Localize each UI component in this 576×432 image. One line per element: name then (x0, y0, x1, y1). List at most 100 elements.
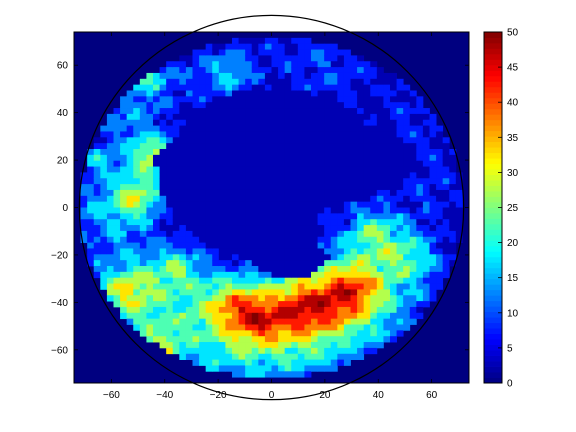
heatmap-cell (357, 119, 365, 126)
heatmap-cell (258, 248, 266, 255)
heatmap-cell (120, 225, 128, 232)
heatmap-cell (218, 260, 226, 267)
heatmap-cell (324, 207, 332, 214)
heatmap-cell (311, 289, 318, 296)
heatmap-cell (436, 201, 444, 208)
heatmap-cell (205, 119, 213, 126)
heatmap-cell (113, 108, 121, 115)
heatmap-cell (139, 160, 147, 167)
heatmap-cell (133, 172, 141, 179)
heatmap-cell (343, 137, 351, 144)
heatmap-cell (238, 295, 246, 302)
heatmap-cell (258, 43, 266, 50)
heatmap-cell (284, 201, 292, 208)
heatmap-cell (317, 271, 325, 279)
heatmap-cell (383, 137, 391, 144)
heatmap-cell (192, 324, 200, 331)
heatmap-cell (429, 207, 437, 214)
heatmap-cell (436, 236, 444, 243)
heatmap-cell (284, 55, 292, 62)
heatmap-cell (120, 254, 128, 261)
heatmap-cell (179, 178, 187, 185)
heatmap-cell (146, 301, 154, 308)
heatmap-cell (304, 277, 312, 284)
heatmap-cell (113, 242, 121, 249)
heatmap-cell (139, 125, 147, 132)
heatmap-cell (146, 260, 154, 267)
heatmap-cell (87, 230, 95, 238)
heatmap-cell (218, 61, 226, 68)
heatmap-cell (218, 207, 226, 214)
heatmap-cell (166, 207, 174, 214)
heatmap-cell (337, 248, 345, 255)
heatmap-cell (126, 271, 134, 279)
heatmap-cell (179, 342, 187, 349)
heatmap-cell (100, 143, 108, 150)
heatmap-cell (133, 102, 141, 109)
heatmap-cell (337, 195, 345, 203)
heatmap-cell (311, 108, 318, 115)
heatmap-cell (383, 160, 391, 167)
heatmap-cell (311, 90, 318, 97)
heatmap-cell (251, 90, 259, 97)
heatmap-cell (449, 154, 457, 162)
heatmap-cell (153, 131, 160, 138)
heatmap-cell (304, 61, 312, 68)
heatmap-cell (251, 78, 259, 86)
heatmap-cell (199, 143, 207, 150)
heatmap-cell (416, 102, 424, 109)
heatmap-cell (139, 131, 147, 138)
heatmap-cell (87, 260, 95, 267)
heatmap-cell (284, 271, 292, 279)
heatmap-cell (436, 172, 444, 179)
heatmap-cell (205, 318, 213, 325)
heatmap-cell (172, 207, 180, 214)
heatmap-cell (396, 295, 404, 302)
heatmap-cell (278, 67, 286, 74)
heatmap-cell (245, 347, 253, 355)
heatmap-cell (350, 78, 358, 86)
heatmap-cell (311, 271, 318, 279)
heatmap-cell (291, 178, 299, 185)
heatmap-cell (245, 225, 253, 232)
heatmap-cell (350, 178, 358, 185)
heatmap-cell (317, 72, 325, 80)
heatmap-cell (199, 336, 207, 343)
heatmap-cell (291, 172, 299, 179)
heatmap-cell (133, 113, 141, 121)
colorbar-swatch (484, 114, 502, 121)
heatmap-cell (455, 207, 463, 214)
heatmap-cell (199, 213, 207, 220)
heatmap-cell (146, 207, 154, 214)
heatmap-cell (185, 353, 193, 360)
heatmap-cell (133, 271, 141, 279)
heatmap-cell (403, 242, 411, 249)
heatmap-cell (172, 119, 180, 126)
heatmap-cell (271, 72, 279, 80)
heatmap-cell (238, 160, 246, 167)
heatmap-cell (376, 213, 384, 220)
heatmap-cell (429, 137, 437, 144)
heatmap-cell (120, 113, 128, 121)
heatmap-cell (376, 242, 384, 249)
heatmap-cell (172, 242, 180, 249)
heatmap-cell (357, 207, 365, 214)
heatmap-cell (324, 306, 332, 314)
heatmap-cell (422, 248, 430, 255)
heatmap-cell (291, 266, 299, 273)
heatmap-cell (370, 219, 378, 226)
heatmap-cell (330, 67, 338, 74)
heatmap-cell (225, 143, 233, 150)
heatmap-cell (245, 365, 253, 372)
domain-boundary (78, 14, 465, 401)
heatmap-cell (232, 166, 239, 173)
heatmap-cell (225, 78, 233, 86)
colorbar-swatch (484, 300, 502, 307)
heatmap-cell (218, 195, 226, 203)
heatmap-cell (284, 72, 292, 80)
heatmap-cell (258, 172, 266, 179)
heatmap-cell (159, 201, 167, 208)
heatmap-cell (278, 260, 286, 267)
heatmap-cell (232, 295, 239, 302)
heatmap-cell (159, 189, 167, 197)
